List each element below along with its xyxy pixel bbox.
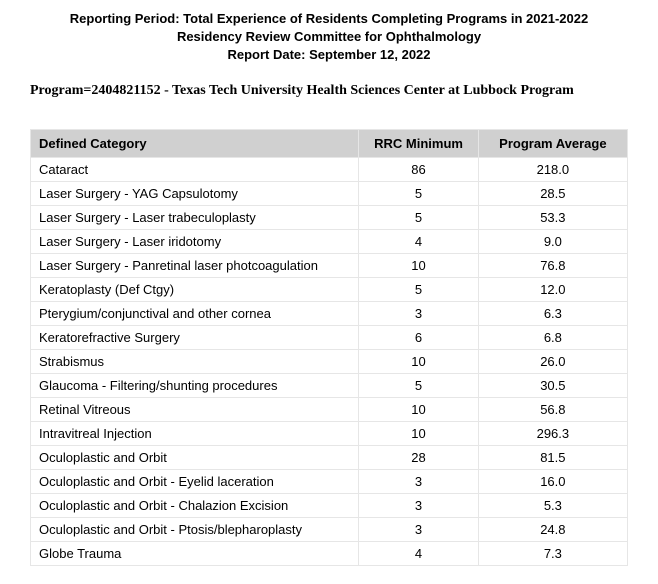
cell-category: Cataract — [31, 157, 359, 181]
cell-category: Globe Trauma — [31, 541, 359, 565]
cell-minimum: 10 — [359, 397, 478, 421]
cell-minimum: 3 — [359, 493, 478, 517]
cell-minimum: 4 — [359, 541, 478, 565]
cell-minimum: 3 — [359, 517, 478, 541]
table-row: Laser Surgery - Laser iridotomy49.0 — [31, 229, 628, 253]
cell-average: 81.5 — [478, 445, 627, 469]
cell-category: Oculoplastic and Orbit - Chalazion Excis… — [31, 493, 359, 517]
table-row: Oculoplastic and Orbit - Chalazion Excis… — [31, 493, 628, 517]
cell-category: Oculoplastic and Orbit — [31, 445, 359, 469]
cell-average: 12.0 — [478, 277, 627, 301]
cell-average: 7.3 — [478, 541, 627, 565]
cell-minimum: 3 — [359, 301, 478, 325]
table-row: Cataract86218.0 — [31, 157, 628, 181]
table-row: Laser Surgery - Panretinal laser photcoa… — [31, 253, 628, 277]
table-row: Keratoplasty (Def Ctgy)512.0 — [31, 277, 628, 301]
cell-minimum: 10 — [359, 421, 478, 445]
cell-category: Glaucoma - Filtering/shunting procedures — [31, 373, 359, 397]
cell-minimum: 10 — [359, 349, 478, 373]
cell-average: 6.3 — [478, 301, 627, 325]
cell-category: Oculoplastic and Orbit - Ptosis/blepharo… — [31, 517, 359, 541]
cell-average: 53.3 — [478, 205, 627, 229]
table-header-row: Defined Category RRC Minimum Program Ave… — [31, 129, 628, 157]
col-header-average: Program Average — [478, 129, 627, 157]
cell-category: Keratoplasty (Def Ctgy) — [31, 277, 359, 301]
col-header-minimum: RRC Minimum — [359, 129, 478, 157]
cell-minimum: 5 — [359, 205, 478, 229]
cell-average: 28.5 — [478, 181, 627, 205]
cell-category: Laser Surgery - Laser iridotomy — [31, 229, 359, 253]
cell-average: 26.0 — [478, 349, 627, 373]
cell-category: Oculoplastic and Orbit - Eyelid lacerati… — [31, 469, 359, 493]
cell-minimum: 4 — [359, 229, 478, 253]
cell-category: Intravitreal Injection — [31, 421, 359, 445]
table-row: Laser Surgery - YAG Capsulotomy528.5 — [31, 181, 628, 205]
program-identifier: Program=2404821152 - Texas Tech Universi… — [30, 83, 628, 99]
cell-minimum: 86 — [359, 157, 478, 181]
cell-average: 24.8 — [478, 517, 627, 541]
experience-table: Defined Category RRC Minimum Program Ave… — [30, 129, 628, 566]
table-row: Strabismus1026.0 — [31, 349, 628, 373]
table-row: Pterygium/conjunctival and other cornea3… — [31, 301, 628, 325]
cell-category: Keratorefractive Surgery — [31, 325, 359, 349]
cell-average: 5.3 — [478, 493, 627, 517]
cell-category: Retinal Vitreous — [31, 397, 359, 421]
cell-minimum: 3 — [359, 469, 478, 493]
col-header-category: Defined Category — [31, 129, 359, 157]
cell-minimum: 5 — [359, 181, 478, 205]
cell-average: 56.8 — [478, 397, 627, 421]
header-line-1: Reporting Period: Total Experience of Re… — [30, 10, 628, 28]
cell-minimum: 28 — [359, 445, 478, 469]
cell-average: 9.0 — [478, 229, 627, 253]
cell-average: 296.3 — [478, 421, 627, 445]
table-row: Oculoplastic and Orbit - Eyelid lacerati… — [31, 469, 628, 493]
report-header: Reporting Period: Total Experience of Re… — [30, 10, 628, 65]
cell-average: 6.8 — [478, 325, 627, 349]
header-line-2: Residency Review Committee for Ophthalmo… — [30, 28, 628, 46]
table-row: Retinal Vitreous1056.8 — [31, 397, 628, 421]
table-row: Keratorefractive Surgery66.8 — [31, 325, 628, 349]
cell-minimum: 6 — [359, 325, 478, 349]
table-row: Globe Trauma47.3 — [31, 541, 628, 565]
table-row: Intravitreal Injection10296.3 — [31, 421, 628, 445]
cell-category: Laser Surgery - YAG Capsulotomy — [31, 181, 359, 205]
table-row: Laser Surgery - Laser trabeculoplasty553… — [31, 205, 628, 229]
cell-average: 30.5 — [478, 373, 627, 397]
table-row: Oculoplastic and Orbit2881.5 — [31, 445, 628, 469]
cell-average: 218.0 — [478, 157, 627, 181]
table-row: Oculoplastic and Orbit - Ptosis/blepharo… — [31, 517, 628, 541]
cell-minimum: 10 — [359, 253, 478, 277]
cell-category: Strabismus — [31, 349, 359, 373]
cell-minimum: 5 — [359, 277, 478, 301]
table-row: Glaucoma - Filtering/shunting procedures… — [31, 373, 628, 397]
cell-minimum: 5 — [359, 373, 478, 397]
cell-category: Laser Surgery - Laser trabeculoplasty — [31, 205, 359, 229]
cell-average: 16.0 — [478, 469, 627, 493]
cell-average: 76.8 — [478, 253, 627, 277]
cell-category: Laser Surgery - Panretinal laser photcoa… — [31, 253, 359, 277]
cell-category: Pterygium/conjunctival and other cornea — [31, 301, 359, 325]
header-line-3: Report Date: September 12, 2022 — [30, 46, 628, 64]
